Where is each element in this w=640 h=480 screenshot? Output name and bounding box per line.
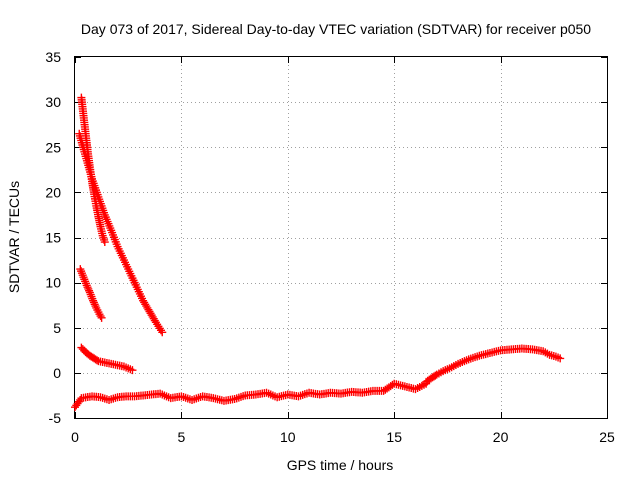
data-point [97,313,106,322]
y-tick-label: 35 [45,49,61,65]
axis-ticks [75,57,608,419]
series-arc-short [76,265,106,322]
x-axis-label: GPS time / hours [287,457,394,473]
series-arc-decay [77,343,137,375]
data-point-trace [83,283,92,292]
data-point [128,366,137,375]
data-point-trace [96,312,105,321]
x-tick-label: 0 [71,429,79,445]
x-tick-label: 5 [178,429,186,445]
chart-title: Day 073 of 2017, Sidereal Day-to-day VTE… [81,21,591,37]
y-tick-label: 20 [45,184,61,200]
y-tick-label: 5 [53,320,61,336]
data-points [71,93,565,412]
data-point-trace [91,302,100,311]
data-point [89,296,98,305]
x-tick-label: 15 [386,429,402,445]
series-day-rise [422,344,565,386]
y-tick-label: 0 [53,365,61,381]
data-point-trace [84,284,93,293]
y-axis: -5 0 5 10 15 20 25 30 35 [45,49,61,426]
y-tick-label: 25 [45,139,61,155]
data-point [82,281,91,290]
y-tick-label: 30 [45,94,61,110]
data-point-trace [92,356,101,365]
data-point [556,354,565,363]
x-tick-label: 10 [280,429,296,445]
data-point-trace [89,298,98,307]
y-tick-label: 15 [45,230,61,246]
data-point-trace [90,300,99,309]
x-tick-label: 25 [599,429,615,445]
series-arc-steep-2 [75,129,167,337]
data-point-trace [85,286,94,295]
y-axis-label: SDTVAR / TECUs [6,181,22,293]
series-night-band [71,379,431,412]
plot-frame [74,56,608,419]
data-point [158,328,167,337]
x-axis: 0 5 10 15 20 25 [71,429,615,445]
y-tick-label: 10 [45,275,61,291]
grid [75,57,607,418]
data-point [100,238,109,247]
y-tick-label: -5 [49,410,62,426]
x-tick-label: 20 [493,429,509,445]
